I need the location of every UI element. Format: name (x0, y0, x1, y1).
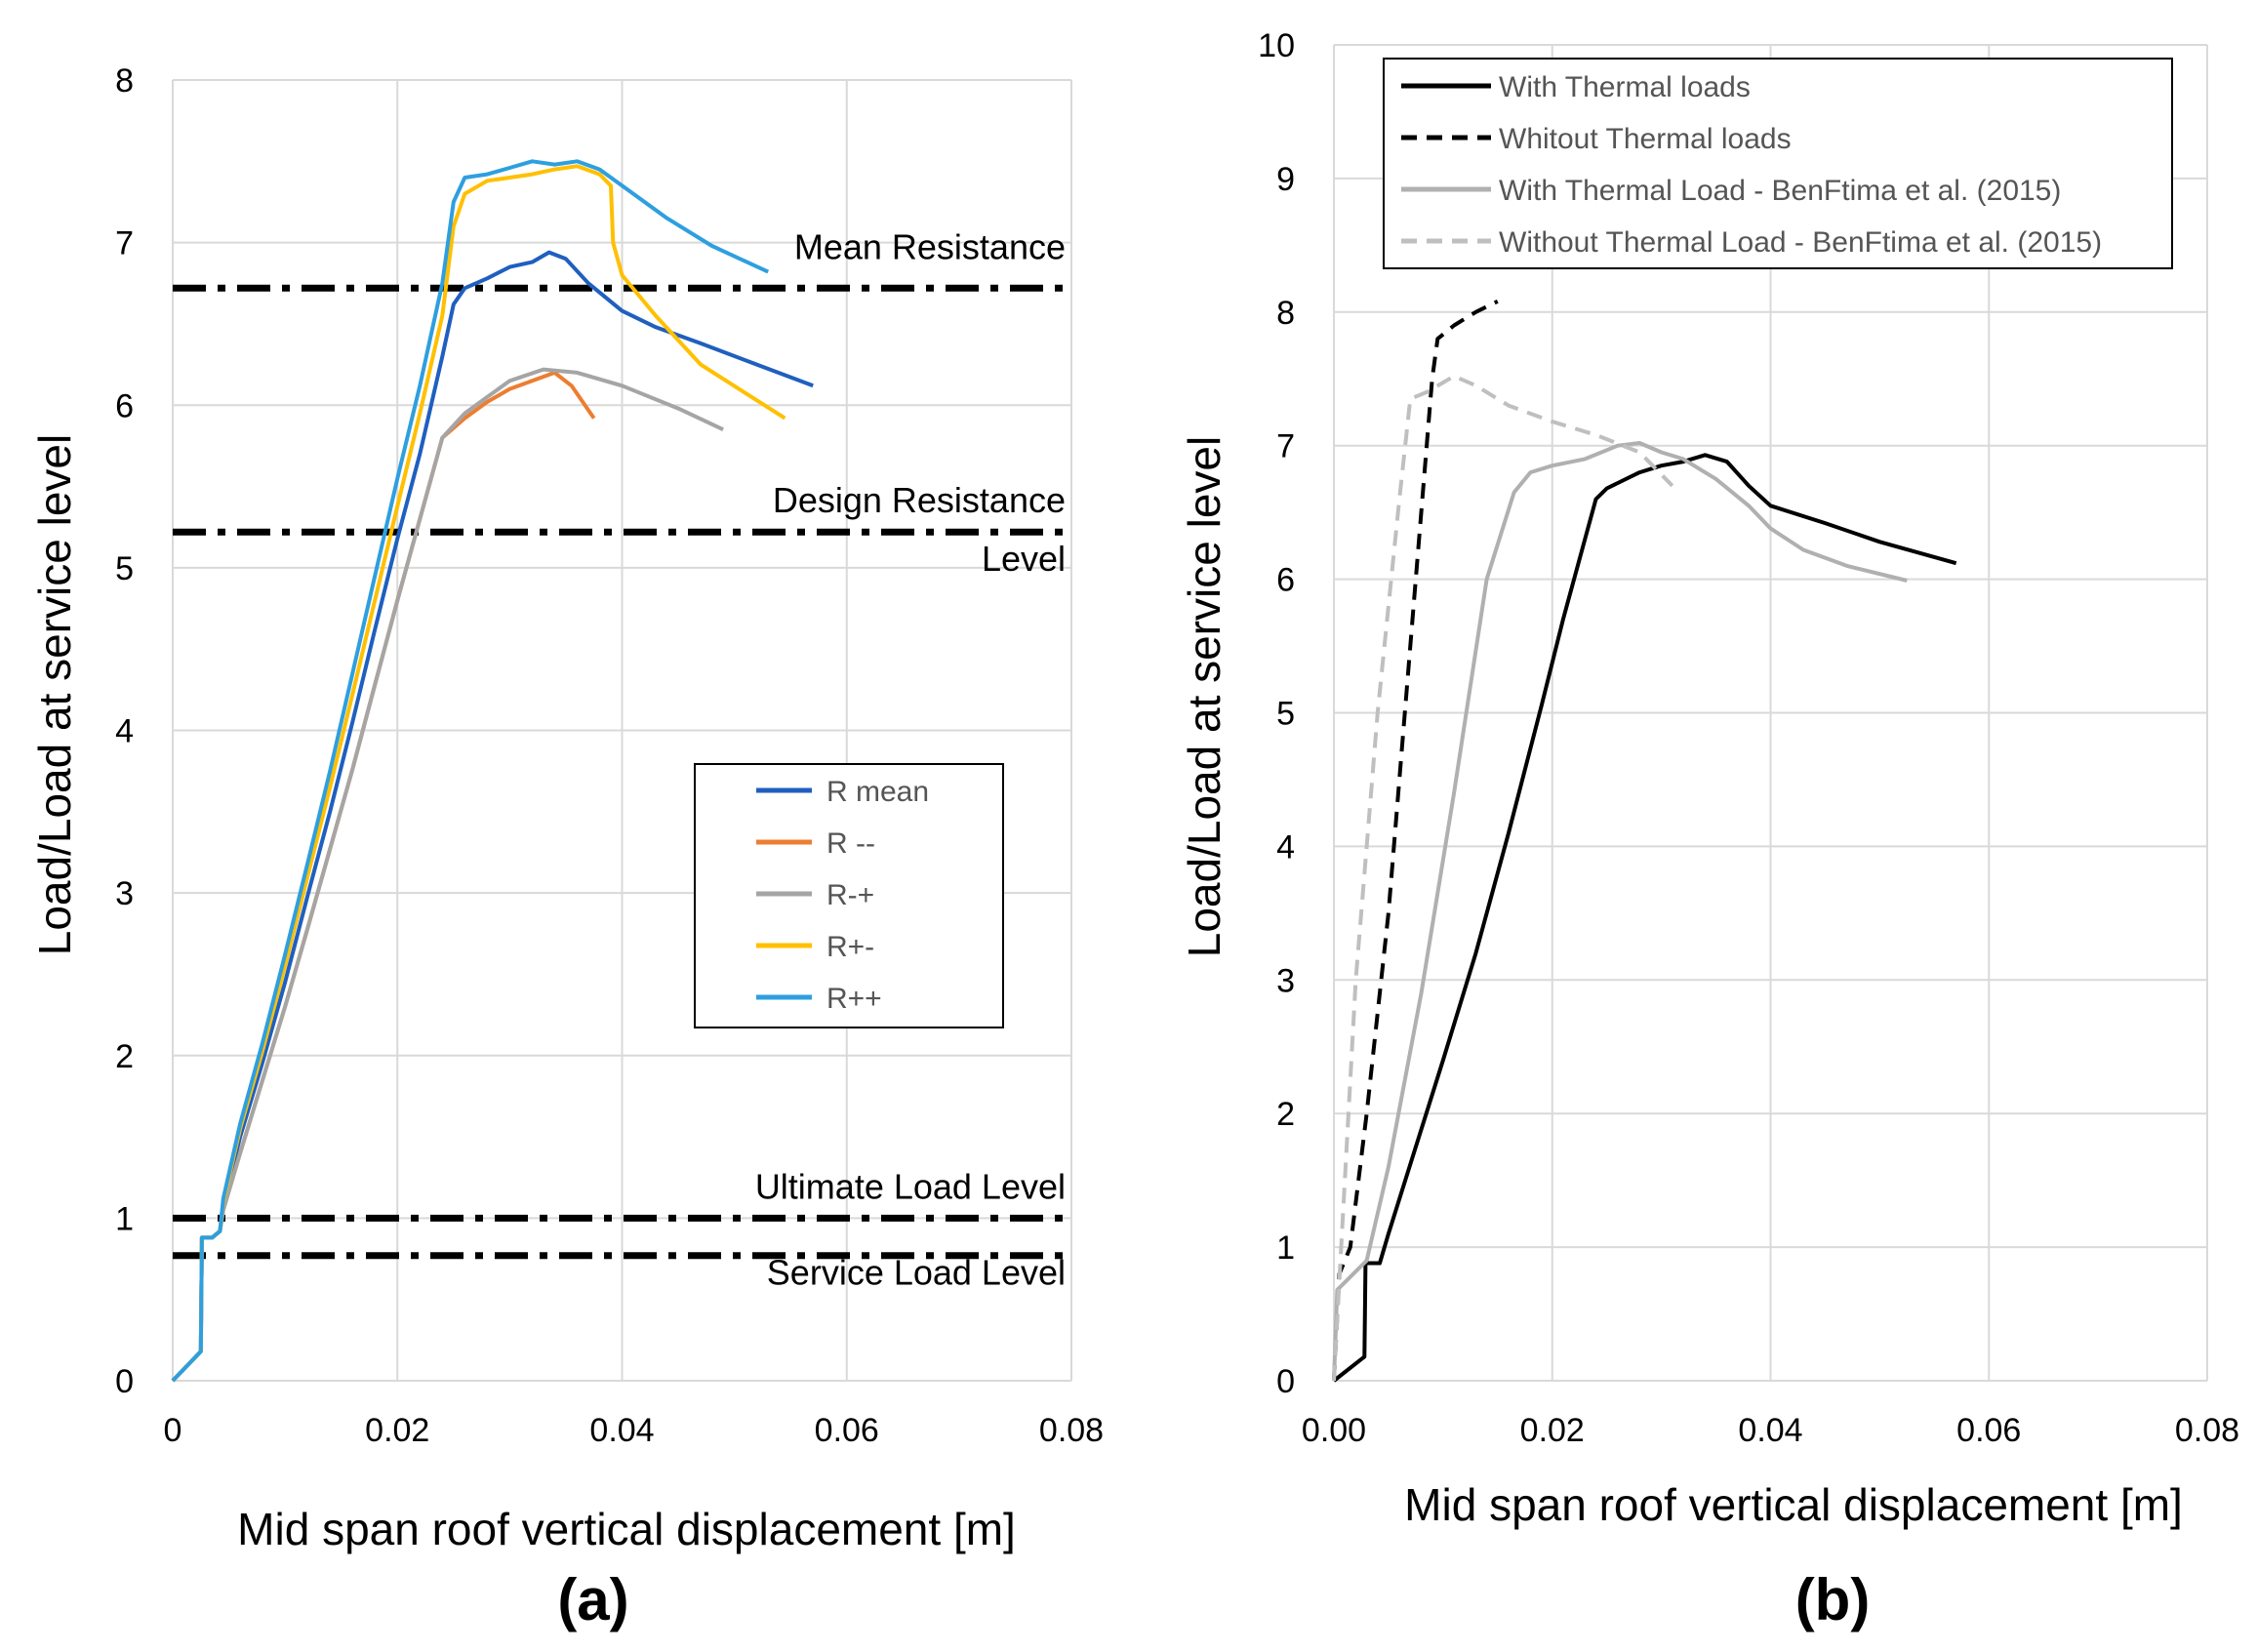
chart-a-legend: R mean R -- R-+ R+- R++ (694, 763, 1004, 1028)
chart-panel-b: 0.00 0.02 0.04 0.06 0.08 0 1 2 3 4 5 6 7 8 9 10 Mid spa… (1179, 27, 2239, 1632)
y-tick-label: 0 (1276, 1363, 1295, 1400)
x-tick-label: 0.06 (1956, 1412, 2021, 1449)
chart-a-gridlines (172, 79, 1072, 1382)
y-tick-label: 8 (115, 62, 134, 100)
y-tick-label: 4 (115, 713, 134, 750)
y-tick-label: 1 (115, 1200, 134, 1237)
series-line (1332, 441, 1908, 1382)
reference-line-label: Design Resistance (773, 480, 1066, 520)
y-tick-label: 3 (115, 875, 134, 912)
x-tick-label: 0.06 (815, 1412, 879, 1449)
chart-b-tick-labels: 0.00 0.02 0.04 0.06 0.08 0 1 2 3 4 5 6 7 8 9 10 (1258, 27, 2239, 1449)
x-tick-label: 0.08 (1039, 1412, 1104, 1449)
y-tick-label: 6 (1276, 562, 1295, 599)
y-tick-label: 0 (115, 1363, 134, 1400)
reference-line-label: Ultimate Load Level (755, 1166, 1066, 1206)
series-line (171, 370, 596, 1383)
legend-box (1383, 58, 2173, 269)
chart-b-series (1332, 300, 1957, 1383)
reference-line-label: Mean Resistance (794, 226, 1066, 266)
series-line (1332, 300, 1499, 1382)
y-tick-label: 5 (1276, 696, 1295, 733)
x-tick-label: 0.00 (1302, 1412, 1366, 1449)
legend-label: Whitout Thermal loads (1499, 123, 1792, 155)
reference-line-label: Level (982, 539, 1066, 579)
y-tick-label: 6 (115, 387, 134, 424)
legend-label: Without Thermal Load - BenFtima et al. (… (1499, 226, 2102, 259)
chart-a-y-axis-title: Load/Load at service level (29, 434, 80, 955)
legend-label: R -- (826, 827, 875, 860)
x-tick-label: 0.04 (589, 1412, 654, 1449)
y-tick-label: 2 (1276, 1096, 1295, 1133)
chart-a-tick-labels: 0 0.02 0.04 0.06 0.08 0 1 2 3 4 5 6 7 8 (115, 62, 1104, 1449)
chart-a-series (171, 159, 814, 1383)
y-tick-label: 4 (1276, 828, 1295, 866)
series-line (171, 367, 724, 1383)
series-line (171, 159, 770, 1383)
chart-a-reference-lines: Mean Resistance Design Resistance Level Ult… (173, 226, 1071, 1293)
y-tick-label: 8 (1276, 295, 1295, 332)
reference-line-label: Service Load Level (767, 1253, 1066, 1293)
x-tick-label: 0.04 (1738, 1412, 1802, 1449)
x-tick-label: 0.08 (2175, 1412, 2239, 1449)
y-tick-label: 5 (115, 550, 134, 587)
y-tick-label: 10 (1258, 27, 1295, 64)
y-tick-label: 1 (1276, 1229, 1295, 1267)
chart-b-x-axis-title: Mid span roof vertical displacement [m] (1404, 1479, 2183, 1530)
series-line (1332, 374, 1674, 1382)
y-tick-label: 7 (115, 225, 134, 262)
chart-b-legend: With Thermal loads Whitout Thermal loads W… (1383, 58, 2173, 269)
chart-b-panel-label: (b) (1795, 1567, 1871, 1632)
x-tick-label: 0.02 (1520, 1412, 1585, 1449)
x-tick-label: 0.02 (365, 1412, 429, 1449)
chart-panel-a: Mean Resistance Design Resistance Level Ult… (29, 62, 1104, 1632)
y-tick-label: 2 (115, 1038, 134, 1075)
x-tick-label: 0 (164, 1412, 182, 1449)
series-line (1332, 453, 1957, 1383)
legend-label: R mean (826, 776, 929, 808)
chart-a-panel-label: (a) (557, 1567, 628, 1632)
y-tick-label: 9 (1276, 161, 1295, 198)
chart-a-x-axis-title: Mid span roof vertical displacement [m] (237, 1504, 1016, 1554)
legend-label: With Thermal loads (1499, 71, 1751, 103)
legend-label: R++ (826, 983, 882, 1015)
legend-label: R-+ (826, 879, 874, 911)
y-tick-label: 3 (1276, 962, 1295, 999)
legend-box (694, 763, 1004, 1028)
chart-b-y-axis-title: Load/Load at service level (1179, 436, 1229, 957)
series-line (171, 164, 786, 1383)
legend-label: R+- (826, 931, 874, 963)
y-tick-label: 7 (1276, 428, 1295, 465)
legend-label: With Thermal Load - BenFtima et al. (201… (1499, 175, 2061, 207)
